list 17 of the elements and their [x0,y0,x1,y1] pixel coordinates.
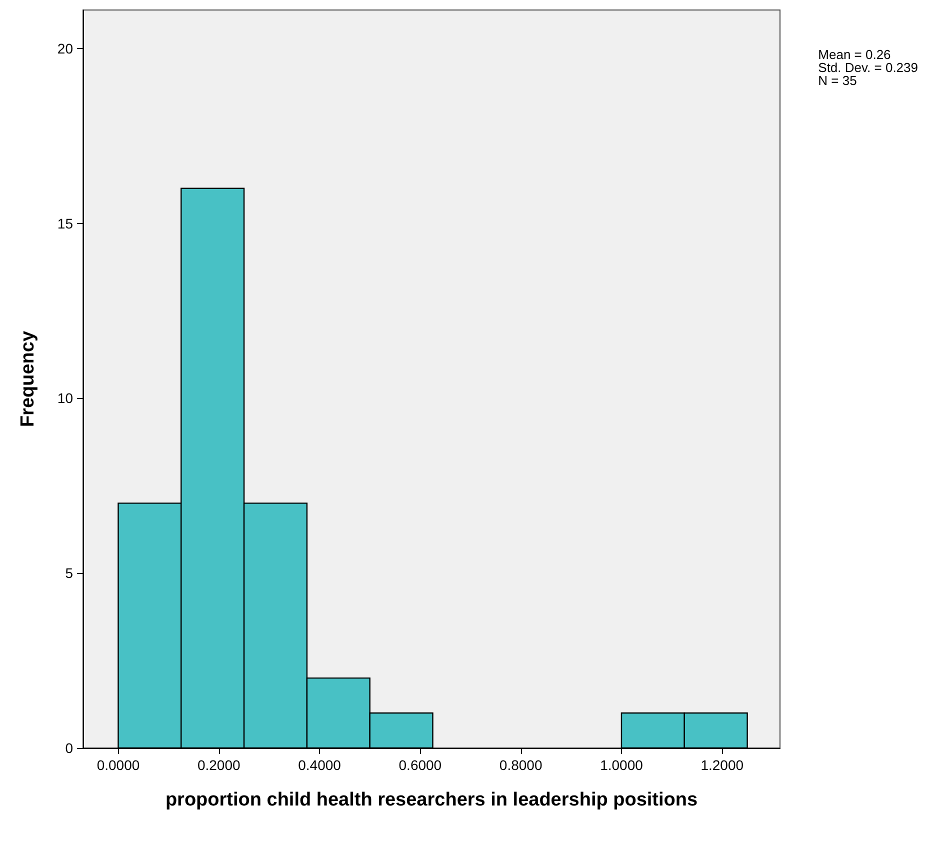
y-tick-label: 10 [57,390,74,406]
x-tick-label: 0.6000 [398,757,442,773]
x-tick-label: 0.2000 [197,757,240,773]
y-tick-label: 5 [65,565,74,582]
x-tick-label: 0.0000 [96,757,140,773]
text: Std. Dev. = 0.239 [818,60,918,75]
x-tick-label: 0.4000 [298,757,342,773]
x-tick-label: 0.8000 [499,757,542,773]
text: Mean = 0.26 [818,47,891,62]
y-tick-label: 20 [57,40,74,56]
x-axis-title: proportion child health researchers in leadership positions [165,790,698,810]
y-tick-label: 0 [65,740,74,756]
x-tick-label: 1.2000 [700,757,744,773]
y-axis-title: Frequency [18,330,38,428]
y-tick-label: 15 [57,215,74,232]
text: N = 35 [818,73,857,88]
x-tick-label: 1.0000 [600,757,644,773]
